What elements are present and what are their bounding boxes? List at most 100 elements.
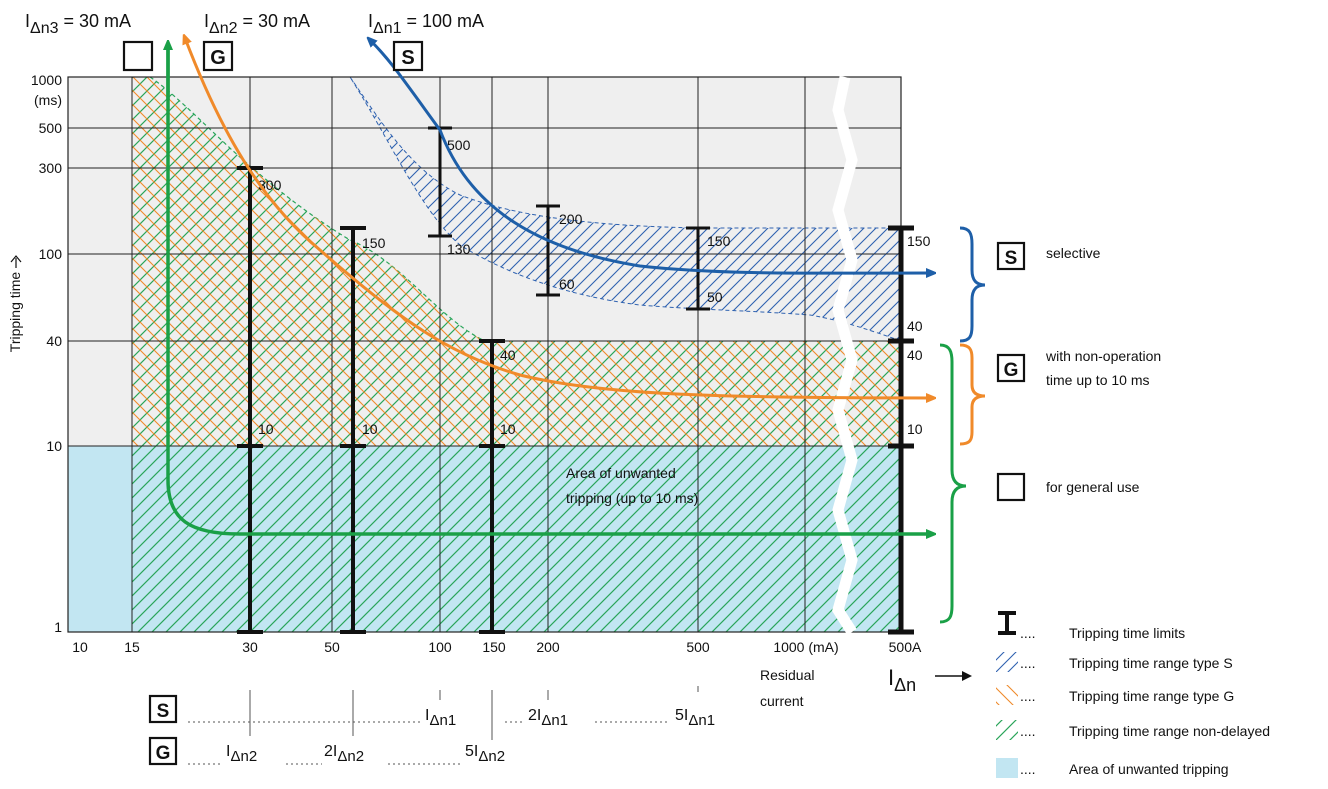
legend-label: Area of unwanted tripping <box>1069 761 1229 777</box>
legend-label: Tripping time limits <box>1069 625 1185 641</box>
g-mark-1: IΔn2 <box>226 743 257 765</box>
right-box-g-letter: G <box>1004 360 1019 381</box>
x-tick: 1000 (mA) <box>773 639 838 655</box>
residual-label-1: Residual <box>760 667 814 683</box>
x-tick: 500 <box>686 639 710 655</box>
header-box-s <box>392 40 424 72</box>
x-tick: 100 <box>428 639 452 655</box>
y-axis-label: Tripping time <box>7 272 23 353</box>
y-axis-title: Tripping time <box>7 272 23 353</box>
s-mark-3: 5IΔn1 <box>675 707 715 729</box>
svg-text:500: 500 <box>447 137 471 153</box>
legend-label: Tripping time range type G <box>1069 688 1234 704</box>
x-tick: 500A <box>889 639 922 655</box>
g-mark-2: 2IΔn2 <box>324 743 364 765</box>
svg-text:10: 10 <box>500 421 516 437</box>
y-axis-arrow <box>10 255 22 268</box>
legend-limits-icon <box>998 611 1016 635</box>
limit-bar-500 <box>686 226 710 311</box>
legend-hatch-n-icon <box>996 720 1018 740</box>
header-box-s-letter: S <box>401 47 414 69</box>
y-tick: 10 <box>46 438 62 454</box>
legend-area-icon <box>996 758 1018 778</box>
y-tick: 40 <box>46 333 62 349</box>
selective-label: selective <box>1046 245 1101 261</box>
svg-text:40: 40 <box>907 318 923 334</box>
y-ticks: 1000 (ms) 500 300 100 40 10 1 <box>31 72 62 635</box>
right-box-g <box>996 353 1026 383</box>
general-label: for general use <box>1046 479 1140 495</box>
legend-dots: .... <box>1020 688 1036 704</box>
header-ian1: IΔn1 = 100 mA <box>368 11 484 37</box>
s-mark-2: 2IΔn1 <box>528 707 568 729</box>
svg-text:200: 200 <box>559 211 583 227</box>
header-ian2: IΔn2 = 30 mA <box>204 11 310 37</box>
unwanted-area-label-1: Area of unwanted <box>566 465 676 481</box>
s-mark-1: IΔn1 <box>425 707 456 729</box>
y-tick: 300 <box>39 160 63 176</box>
curve-g-lower <box>319 248 932 398</box>
y-tick: 500 <box>39 120 63 136</box>
curve-s <box>370 40 442 131</box>
type-g-region <box>132 77 901 446</box>
y-tick: 1000 <box>31 72 62 88</box>
residual-label-2: current <box>760 693 804 709</box>
legend-label: Tripping time range type S <box>1069 655 1233 671</box>
x-tick: 200 <box>536 639 560 655</box>
svg-text:60: 60 <box>559 276 575 292</box>
under-axis-dotted <box>188 721 670 765</box>
under-box-s <box>148 694 178 724</box>
brace-general <box>939 343 967 624</box>
svg-text:40: 40 <box>500 347 516 363</box>
brace-s <box>959 226 986 343</box>
legend-dots: .... <box>1020 655 1036 671</box>
curve-general <box>166 50 932 534</box>
header-box-g <box>202 40 234 72</box>
brace-g <box>959 343 986 446</box>
legend-dots: .... <box>1020 761 1036 777</box>
legend-hatch-g-icon <box>996 685 1018 705</box>
g-label-1: with non-operation <box>1045 348 1161 364</box>
y-tick: 100 <box>39 246 63 262</box>
under-box-s-letter: S <box>157 701 170 722</box>
svg-text:10: 10 <box>907 421 923 437</box>
legend: .... Tripping time limits .... Tripping … <box>996 611 1270 778</box>
svg-text:150: 150 <box>362 235 386 251</box>
x-ticks: 10 15 30 50 100 150 200 500 1000 (mA) 50… <box>72 639 922 655</box>
ian-arrow-head <box>962 671 972 681</box>
legend-dots: .... <box>1020 723 1036 739</box>
under-box-g <box>148 736 178 766</box>
x-tick: 150 <box>482 639 506 655</box>
right-box-s-letter: S <box>1005 248 1018 269</box>
unwanted-area-label-2: tripping (up to 10 ms) <box>566 490 698 506</box>
svg-text:10: 10 <box>258 421 274 437</box>
ian-label: IΔn <box>888 665 916 695</box>
g-label-2: time up to 10 ms <box>1046 372 1150 388</box>
svg-text:40: 40 <box>907 347 923 363</box>
legend-dots: .... <box>1020 625 1036 641</box>
limit-bar-500a <box>888 225 914 635</box>
x-tick: 15 <box>124 639 140 655</box>
y-tick: 1 <box>54 619 62 635</box>
legend-label: Tripping time range non-delayed <box>1069 723 1270 739</box>
curve-g <box>185 38 321 252</box>
limit-bar-200 <box>536 204 560 297</box>
x-tick: 30 <box>242 639 258 655</box>
header-ian3: IΔn3 = 30 mA <box>25 11 131 37</box>
y-tick-unit: (ms) <box>34 92 62 108</box>
svg-text:50: 50 <box>707 289 723 305</box>
svg-text:150: 150 <box>707 233 731 249</box>
type-s-region <box>349 76 902 342</box>
svg-text:150: 150 <box>907 233 931 249</box>
x-tick: 50 <box>324 639 340 655</box>
header-box-g-letter: G <box>210 47 226 69</box>
under-box-g-letter: G <box>156 743 171 764</box>
legend-hatch-s-icon <box>996 652 1018 672</box>
right-box-s <box>996 241 1026 271</box>
limit-bar-60 <box>340 226 366 634</box>
curve-s-lower <box>438 129 932 273</box>
limit-bar-150 <box>479 339 505 634</box>
g-mark-3: 5IΔn2 <box>465 743 505 765</box>
axis-break <box>832 75 858 635</box>
